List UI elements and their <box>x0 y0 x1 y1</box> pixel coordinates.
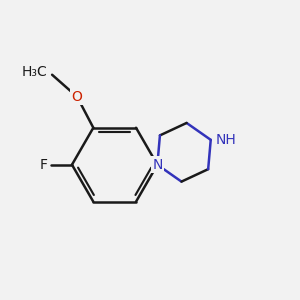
Text: NH: NH <box>216 133 237 147</box>
Text: F: F <box>40 158 48 172</box>
Text: O: O <box>72 90 83 104</box>
Text: ₃: ₃ <box>44 63 48 73</box>
Text: H₃C: H₃C <box>22 65 48 79</box>
Text: H: H <box>33 66 43 80</box>
Text: N: N <box>152 158 163 172</box>
